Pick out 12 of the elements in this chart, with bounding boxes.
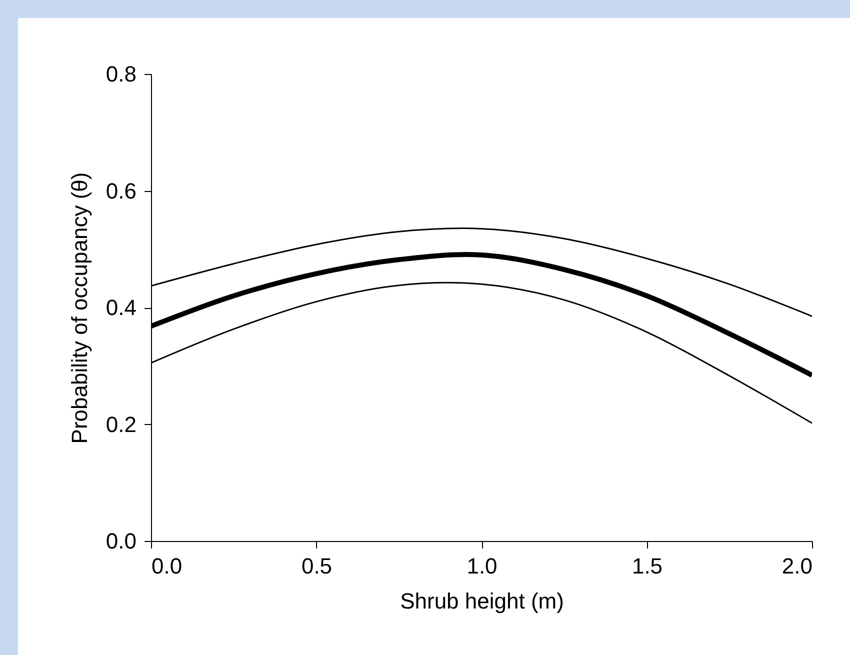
- x-tick-label: 1.5: [632, 554, 663, 578]
- y-tick-label: 0.8: [106, 62, 136, 86]
- y-tick-label: 0.2: [106, 412, 136, 437]
- x-tick-label: 0.5: [301, 554, 332, 578]
- x-tick-label: 2.0: [782, 554, 812, 578]
- x-tick-label: 0.0: [152, 554, 182, 578]
- y-axis-title: Probability of occupancy (θ): [66, 172, 92, 444]
- x-tick-label: 1.0: [466, 554, 498, 578]
- y-tick-label: 0.6: [106, 178, 136, 204]
- x-axis-title: Shrub height (m): [400, 588, 564, 614]
- y-tick-label: 0.0: [106, 528, 136, 554]
- y-tick-label: 0.4: [106, 295, 136, 320]
